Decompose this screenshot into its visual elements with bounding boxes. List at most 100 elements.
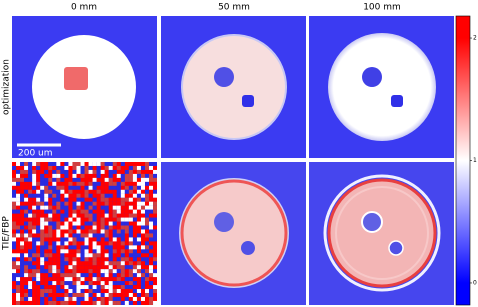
noise-pixel [60,181,65,186]
noise-pixel [153,245,157,250]
noise-pixel [68,181,73,186]
noise-pixel [149,233,154,238]
noise-pixel [76,162,81,167]
noise-pixel [40,205,45,210]
noise-pixel [20,296,25,302]
noise-pixel [120,245,125,250]
noise-pixel [149,293,154,298]
noise-pixel [12,237,17,242]
noise-pixel [72,269,77,274]
noise-pixel [20,245,25,250]
noise-pixel [136,277,142,282]
noise-pixel [68,273,73,278]
noise-pixel [140,209,146,214]
noise-pixel [56,273,61,278]
noise-pixel [44,233,49,238]
noise-pixel [40,229,45,234]
noise-pixel [32,209,37,214]
noise-pixel [20,197,25,202]
noise-pixel [64,229,69,234]
noise-pixel [120,217,125,222]
noise-pixel [56,193,61,198]
noise-pixel [60,173,65,179]
noise-pixel [12,233,17,238]
noise-pixel [92,225,97,230]
noise-pixel [56,281,61,286]
noise-pixel [116,277,121,282]
noise-pixel [120,285,125,290]
noise-pixel [44,201,49,206]
noise-pixel [44,296,49,302]
noise-pixel [132,241,137,246]
noise-pixel [40,173,45,179]
noise-pixel [92,293,97,298]
noise-pixel [72,205,77,210]
noise-pixel [124,257,129,262]
noise-pixel [56,229,61,234]
noise-pixel [28,300,33,305]
noise-pixel [16,213,21,218]
noise-pixel [24,169,29,175]
noise-pixel [116,241,121,246]
noise-pixel [24,273,29,278]
noise-pixel [68,185,73,190]
noise-pixel [56,197,61,202]
noise-pixel [88,257,93,262]
noise-pixel [80,257,85,262]
noise-pixel [100,296,105,302]
noise-pixel [136,229,142,234]
noise-pixel [104,233,109,238]
noise-pixel [136,189,142,194]
noise-pixel [64,177,69,182]
noise-pixel [80,205,85,210]
noise-pixel [132,173,137,179]
noise-pixel [80,177,85,182]
noise-pixel [16,241,21,246]
noise-pixel [120,169,125,175]
noise-pixel [32,177,37,182]
noise-pixel [149,225,154,230]
noise-pixel [64,241,69,246]
noise-pixel [144,257,150,262]
noise-pixel [68,257,73,262]
noise-pixel [48,249,53,254]
noise-pixel [72,177,77,182]
noise-pixel [84,177,89,182]
noise-pixel [52,253,57,258]
noise-pixel [56,165,61,171]
noise-pixel [140,265,146,270]
noise-pixel [84,213,89,218]
noise-pixel [84,257,89,262]
noise-pixel [132,209,137,214]
noise-pixel [28,189,33,194]
noise-pixel [36,165,41,171]
noise-pixel [44,245,49,250]
noise-pixel [104,201,109,206]
noise-pixel [76,273,81,278]
noise-pixel [92,162,97,167]
noise-pixel [136,197,142,202]
noise-pixel [44,229,49,234]
noise-pixel [104,285,109,290]
noise-pixel [52,181,57,186]
noise-pixel [116,257,121,262]
noise-pixel [92,296,97,302]
noise-pixel [32,293,37,298]
noise-pixel [140,181,146,186]
noise-pixel [124,197,129,202]
noise-pixel [153,165,157,171]
row-title: optimization [2,59,12,115]
noise-pixel [16,229,21,234]
noise-pixel [149,189,154,194]
noise-pixel [128,181,133,186]
noise-pixel [88,285,93,290]
noise-pixel [80,265,85,270]
noise-pixel [84,209,89,214]
noise-pixel [60,261,65,266]
noise-pixel [120,241,125,246]
noise-pixel [76,201,81,206]
noise-pixel [144,285,150,290]
noise-pixel [40,257,45,262]
noise-pixel [132,169,137,175]
noise-pixel [32,165,37,171]
